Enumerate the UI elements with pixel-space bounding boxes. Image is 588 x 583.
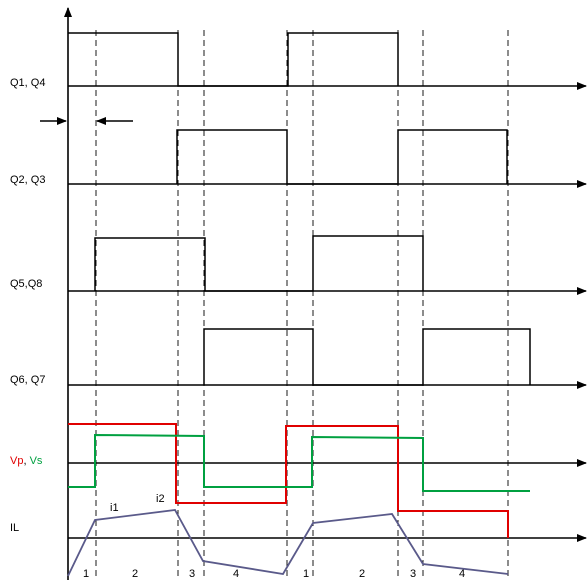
segment-label: 1 [83, 568, 89, 580]
label-il: IL [10, 522, 19, 534]
label-vs: Vs [30, 455, 43, 467]
segment-labels: 1 2 3 4 1 2 3 4 [83, 568, 465, 580]
waveform-q23 [176, 129, 508, 185]
label-q58: Q5,Q8 [10, 278, 42, 290]
timing-guides [95, 30, 509, 580]
marker-i2: i2 [156, 493, 165, 505]
label-vpvs: Vp, Vs [10, 455, 43, 467]
segment-label: 4 [459, 568, 465, 580]
waveform-q67 [203, 328, 531, 386]
segment-label: 3 [410, 568, 416, 580]
label-separator: , [23, 455, 29, 467]
waveform-q14 [68, 32, 399, 87]
label-vp: Vp [10, 455, 23, 467]
waveform-q58 [94, 235, 424, 292]
marker-i1: i1 [110, 502, 119, 514]
label-q67: Q6, Q7 [10, 374, 45, 386]
waveform-vs [68, 433, 530, 492]
waveform-il [67, 509, 509, 577]
segment-label: 3 [189, 568, 195, 580]
label-q14: Q1, Q4 [10, 77, 45, 89]
waveform-vp [68, 423, 509, 538]
segment-label: 1 [303, 568, 309, 580]
segment-label: 2 [132, 568, 138, 580]
segment-label: 4 [233, 568, 239, 580]
label-q23: Q2, Q3 [10, 174, 45, 186]
segment-label: 2 [359, 568, 365, 580]
